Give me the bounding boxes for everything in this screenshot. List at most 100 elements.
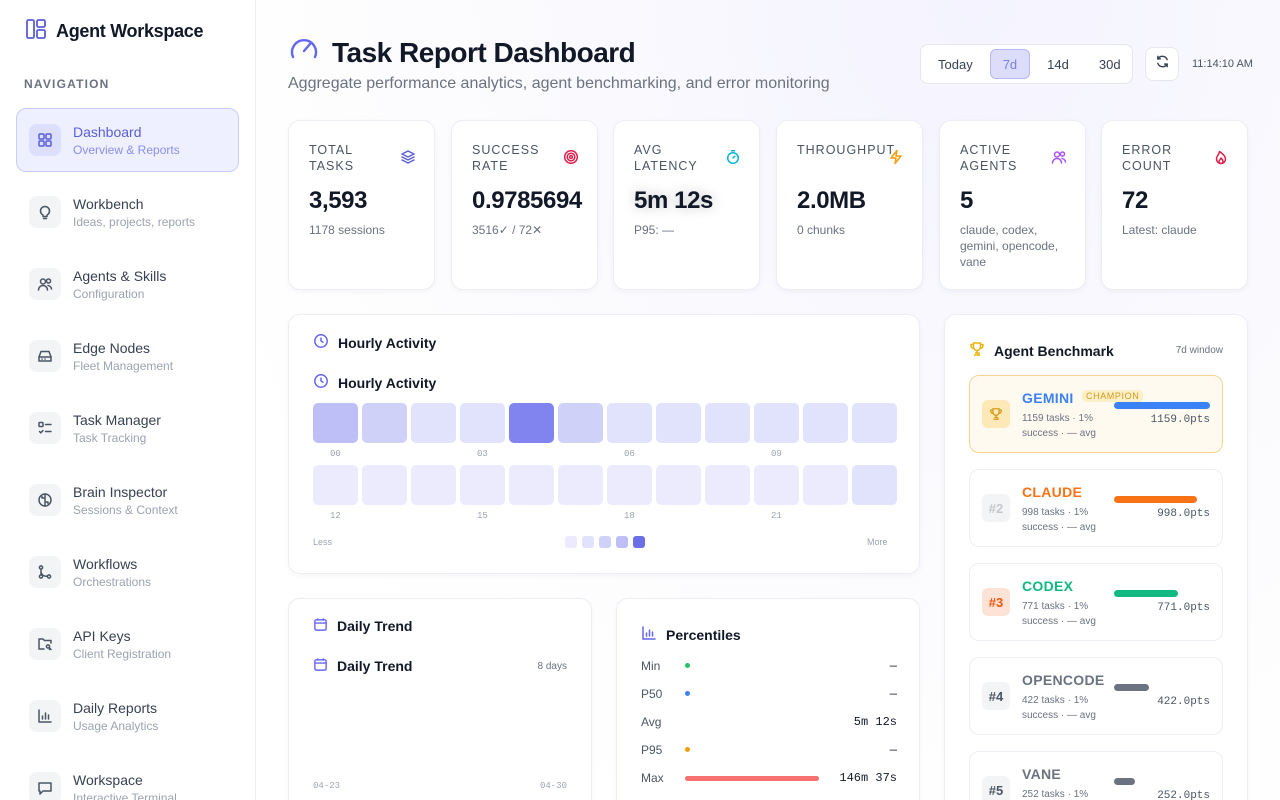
range-today-button[interactable]: Today (938, 56, 973, 72)
heatmap-cell[interactable] (705, 465, 750, 505)
heatmap-cell[interactable] (607, 403, 652, 443)
trophy-icon (982, 400, 1010, 428)
percentile-dot (685, 663, 690, 668)
stat-value: 2.0MB (797, 187, 866, 214)
agent-meta: 252 tasks · 1% success · — avg (1022, 789, 1089, 800)
score-bar (1114, 496, 1197, 503)
heatmap-cell[interactable] (509, 403, 554, 443)
score-bar (1114, 590, 1178, 597)
heatmap-cell[interactable] (509, 465, 554, 505)
heatmap-cell[interactable] (852, 465, 897, 505)
timer-icon (725, 149, 741, 170)
daily-trend-title: Daily Trend (313, 617, 412, 635)
stat-value: 0.9785694 (472, 187, 582, 214)
percentile-row: P50 — (641, 685, 897, 703)
range-30d-button[interactable]: 30d (1098, 56, 1121, 72)
heatmap-cell[interactable] (656, 403, 701, 443)
agent-name: OPENCODE (1022, 672, 1105, 688)
sidebar-item-daily-reports[interactable]: Daily Reports Usage Analytics (16, 684, 239, 748)
heatmap-cell[interactable] (362, 403, 407, 443)
grid-icon (29, 124, 61, 156)
message-square-icon (29, 772, 61, 800)
percentile-label: P95 (641, 743, 663, 757)
sidebar-item-workbench[interactable]: Workbench Ideas, projects, reports (16, 180, 239, 244)
heatmap-cell[interactable] (411, 465, 456, 505)
users-icon (29, 268, 61, 300)
heatmap-cell[interactable] (656, 465, 701, 505)
range-14d-button[interactable]: 14d (1047, 56, 1069, 72)
benchmark-card-opencode[interactable]: #4 OPENCODE 422 tasks · 1% success · — a… (969, 657, 1223, 735)
percentile-value: 5m 12s (853, 715, 897, 729)
gauge-icon (288, 34, 320, 71)
benchmark-card-claude[interactable]: #2 CLAUDE 998 tasks · 1% success · — avg… (969, 469, 1223, 547)
benchmark-card-vane[interactable]: #5 VANE 252 tasks · 1% success · — avg 2… (969, 751, 1223, 800)
percentile-dot (685, 691, 690, 696)
stat-subtext: 1178 sessions (309, 223, 385, 237)
hour-tick: 18 (624, 511, 635, 521)
refresh-button[interactable] (1145, 47, 1179, 81)
sidebar-item-edge-nodes[interactable]: Edge Nodes Fleet Management (16, 324, 239, 388)
git-branch-icon (29, 556, 61, 588)
sidebar-item-agents-skills[interactable]: Agents & Skills Configuration (16, 252, 239, 316)
sidebar-item-sublabel: Overview & Reports (73, 142, 180, 157)
heatmap-cell[interactable] (705, 403, 750, 443)
nav-heading: NAVIGATION (24, 77, 110, 91)
stat-value: 5m 12s (634, 187, 713, 214)
heatmap-cell[interactable] (460, 465, 505, 505)
sidebar-item-label: Workspace (73, 771, 143, 788)
score-bar-track (1114, 496, 1210, 503)
heatmap-cell[interactable] (362, 465, 407, 505)
heatmap-cell[interactable] (411, 403, 456, 443)
agent-meta: 1159 tasks · 1% success · — avg (1022, 413, 1096, 439)
score-bar (1114, 402, 1210, 409)
legend-swatch (633, 536, 645, 548)
score-bar-track (1114, 590, 1210, 597)
page-header: Task Report Dashboard (288, 34, 636, 71)
clock-icon (313, 333, 329, 352)
percentile-value: — (889, 687, 897, 701)
agent-benchmark-panel: Agent Benchmark 7d window GEMINI CHAMPIO… (944, 314, 1248, 800)
sidebar-item-label: Daily Reports (73, 699, 158, 716)
stat-label: ACTIVE AGENTS (960, 143, 1018, 173)
percentiles-title: Percentiles (641, 625, 741, 644)
hour-tick: 12 (330, 511, 341, 521)
sidebar-item-workflows[interactable]: Workflows Orchestrations (16, 540, 239, 604)
sidebar-item-brain-inspector[interactable]: Brain Inspector Sessions & Context (16, 468, 239, 532)
agent-name: GEMINI (1022, 390, 1074, 406)
daily-trend-subtitle: Daily Trend (313, 657, 412, 675)
heatmap-cell[interactable] (852, 403, 897, 443)
sidebar-item-sublabel: Orchestrations (73, 574, 152, 589)
rank-badge: #3 (982, 588, 1010, 616)
daily-trend-panel: Daily Trend Daily Trend 8 days 04-23 04-… (288, 598, 592, 800)
agent-points: 771.0pts (1157, 602, 1210, 614)
stat-subtext: 0 chunks (797, 223, 846, 237)
sidebar-item-task-manager[interactable]: Task Manager Task Tracking (16, 396, 239, 460)
percentile-row: Min — (641, 657, 897, 675)
heatmap-cell[interactable] (607, 465, 652, 505)
heatmap-cell[interactable] (754, 403, 799, 443)
heatmap-cell[interactable] (754, 465, 799, 505)
brand[interactable]: Agent Workspace (25, 18, 204, 45)
sidebar-item-sublabel: Fleet Management (73, 358, 174, 373)
page-title: Task Report Dashboard (332, 36, 636, 68)
heatmap-cell[interactable] (558, 465, 603, 505)
sidebar-item-workspace[interactable]: Workspace Interactive Terminal (16, 756, 239, 800)
heatmap-cell[interactable] (558, 403, 603, 443)
range-7d-button[interactable]: 7d (989, 49, 1031, 79)
heatmap-cell[interactable] (803, 465, 848, 505)
target-icon (563, 149, 579, 170)
sidebar-item-sublabel: Configuration (73, 286, 145, 301)
checklist-icon (29, 412, 61, 444)
percentile-label: Min (641, 659, 661, 673)
heatmap-cell[interactable] (460, 403, 505, 443)
benchmark-card-codex[interactable]: #3 CODEX 771 tasks · 1% success · — avg … (969, 563, 1223, 641)
heatmap-cell[interactable] (803, 403, 848, 443)
percentile-row: P95 — (641, 741, 897, 759)
heatmap-cell[interactable] (313, 403, 358, 443)
sidebar-item-api-keys[interactable]: API Keys Client Registration (16, 612, 239, 676)
sidebar-item-dashboard[interactable]: Dashboard Overview & Reports (16, 108, 239, 172)
benchmark-card-gemini[interactable]: GEMINI CHAMPION 1159 tasks · 1% success … (969, 375, 1223, 453)
hourly-activity-panel: Hourly Activity Hourly Activity 00 03 06 09… (288, 314, 920, 574)
percentile-row: Avg 5m 12s (641, 713, 897, 731)
heatmap-cell[interactable] (313, 465, 358, 505)
